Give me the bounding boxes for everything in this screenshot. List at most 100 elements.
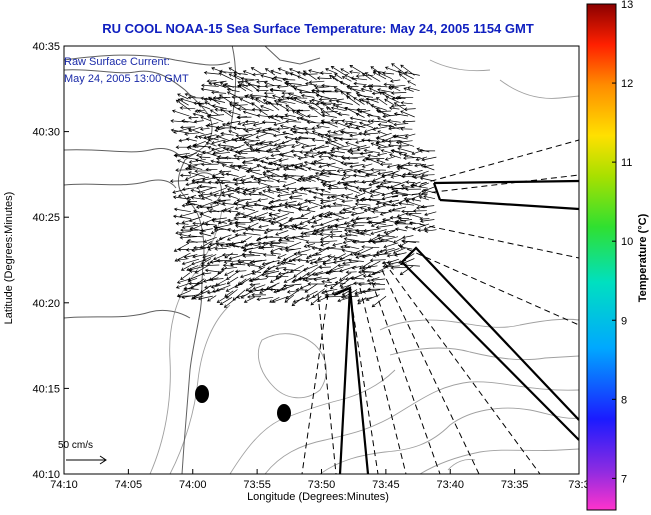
current-vector-arrow [302, 70, 317, 81]
current-vector-arrow [211, 175, 225, 179]
current-vector-arrow [219, 243, 231, 248]
current-vector-arrow [195, 158, 212, 165]
current-vector-arrow [361, 197, 380, 202]
current-vector-arrow [188, 266, 203, 272]
current-vector-arrow [198, 184, 217, 189]
current-vector-arrow [208, 97, 226, 103]
current-vector-arrow [237, 107, 255, 111]
current-vector-arrow [341, 248, 359, 254]
current-vector-arrow [353, 281, 365, 286]
current-vector-arrow [284, 204, 302, 209]
current-vector-arrow [282, 77, 296, 82]
current-vector-arrow [195, 180, 211, 185]
current-vector-arrow [181, 203, 192, 208]
current-vector-arrow [177, 98, 189, 106]
current-vector-arrow [263, 229, 274, 235]
current-vector-arrow [341, 176, 351, 181]
current-vector-arrow [185, 137, 197, 142]
current-vector-arrow [262, 253, 276, 257]
current-vector-arrow [276, 258, 289, 265]
current-vector-arrow [391, 187, 407, 191]
current-vector-arrow [308, 80, 325, 85]
current-vector-arrow [236, 156, 255, 161]
current-vector-arrow [211, 67, 227, 74]
current-vector-arrow [277, 208, 295, 214]
current-vector-arrow [293, 225, 310, 230]
coastline [64, 46, 321, 474]
current-vector-arrow [232, 71, 248, 75]
current-vector-arrow [377, 145, 394, 150]
current-vector-arrow [349, 276, 365, 280]
current-vector-arrow [229, 262, 246, 266]
colorbar-tick-label: 9 [621, 315, 627, 327]
current-vector-arrow [337, 263, 350, 268]
current-vector-arrow [198, 155, 211, 159]
current-vector-arrow [338, 210, 352, 214]
current-vector-arrow [283, 236, 297, 240]
current-vector-arrow [233, 74, 248, 81]
x-axis-label: Longitude (Degrees:Minutes) [247, 491, 389, 503]
current-vector-arrow [199, 240, 212, 249]
current-vector-arrow [252, 186, 267, 193]
current-vector-arrow [181, 155, 196, 160]
current-vector-arrow [419, 176, 435, 182]
current-vector-arrow [299, 150, 311, 154]
current-vector-arrow [359, 121, 374, 129]
current-vectors [169, 63, 437, 308]
current-vector-arrow [338, 234, 352, 238]
current-vector-arrow [242, 127, 254, 132]
current-vector-arrow [337, 296, 354, 303]
current-vector-arrow [339, 130, 357, 134]
current-vector-arrow [348, 122, 366, 129]
current-vector-arrow [312, 145, 330, 151]
current-vector-arrow [354, 192, 366, 198]
current-vector-arrow [306, 244, 318, 249]
current-vector-arrow [255, 129, 274, 135]
current-vector-arrow [178, 232, 189, 237]
current-vector-arrow [424, 229, 437, 233]
current-vector-arrow [397, 95, 414, 100]
current-vector-arrow [181, 258, 199, 266]
current-vector-arrow [247, 222, 259, 229]
current-vector-arrow [348, 258, 364, 263]
current-vector-arrow [342, 261, 359, 266]
current-vector-arrow [211, 104, 227, 110]
current-vector-arrow [330, 195, 345, 201]
current-vector-arrow [269, 296, 280, 303]
current-vector-arrow [208, 242, 225, 246]
current-vector-arrow [325, 246, 344, 251]
current-vector-arrow [199, 212, 212, 219]
current-vector-arrow [314, 86, 330, 90]
current-vector-arrow [243, 296, 255, 303]
current-vector-arrow [293, 252, 308, 256]
current-vector-arrow [209, 277, 224, 282]
current-vector-arrow [390, 266, 407, 270]
current-vector-arrow [250, 67, 262, 74]
current-vector-arrow [202, 254, 213, 259]
current-vector-arrow [346, 222, 358, 228]
current-vector-arrow [234, 178, 246, 182]
current-vector-arrow [398, 144, 409, 148]
plot-area [63, 45, 580, 475]
current-vector-arrow [329, 230, 343, 234]
current-vector-arrow [214, 180, 225, 185]
current-vector-arrow [359, 260, 373, 270]
current-vector-arrow [309, 100, 322, 110]
current-vector-arrow [392, 134, 408, 140]
current-vector-arrow [272, 213, 290, 221]
current-vector-arrow [367, 270, 385, 277]
current-vector-arrow [211, 90, 227, 95]
current-vector-arrow [202, 150, 220, 158]
current-vector-arrow [412, 209, 427, 213]
current-vector-arrow [349, 133, 364, 138]
current-vector-arrow [193, 209, 203, 214]
current-vector-arrow [392, 247, 407, 254]
current-vector-arrow [234, 233, 247, 237]
current-vector-arrow [258, 224, 269, 229]
current-vector-arrow [318, 265, 332, 270]
current-vector-arrow [313, 260, 331, 265]
current-vector-arrow [311, 126, 322, 131]
current-vector-arrow [375, 136, 388, 142]
current-vector-arrow [349, 65, 365, 75]
current-vector-arrow [201, 83, 219, 88]
